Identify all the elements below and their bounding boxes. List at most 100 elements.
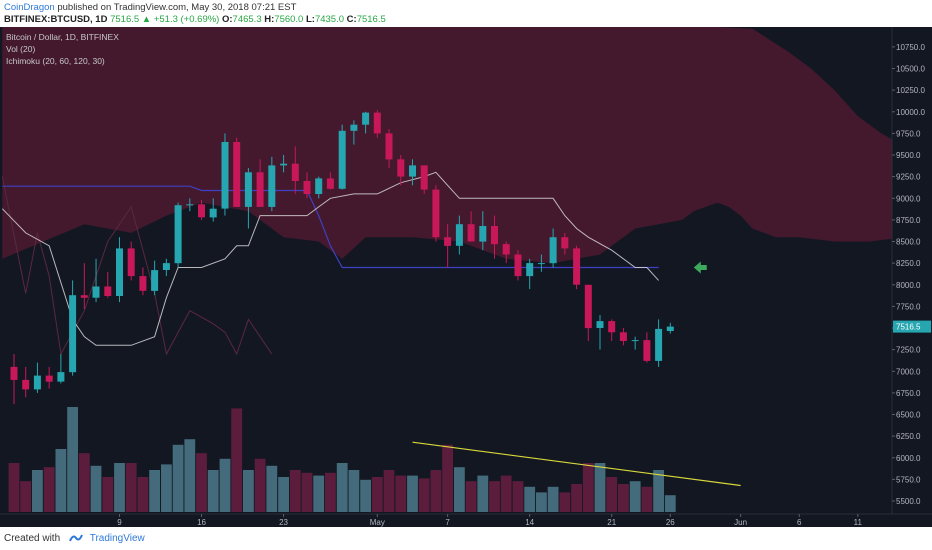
candle-body — [198, 204, 205, 218]
high-label: H: — [264, 14, 275, 25]
candle-body — [631, 340, 639, 342]
volume-bar — [512, 481, 524, 512]
price-axis-background — [892, 27, 932, 527]
price-tick-label: 6500.0 — [896, 411, 921, 420]
price-tick-label: 10750.0 — [896, 43, 925, 52]
candle-body — [584, 284, 592, 329]
candle-body — [57, 372, 65, 382]
volume-bar — [254, 458, 266, 512]
tradingview-brand[interactable]: TradingView — [89, 533, 145, 544]
candle-body — [268, 165, 276, 207]
symbol-ohlc-line: BITFINEX:BTCUSD, 1D 7516.5 ▲ +51.3 (+0.6… — [4, 14, 386, 25]
candles[interactable] — [10, 110, 674, 405]
candle-body — [174, 205, 182, 264]
legend-title: Bitcoin / Dollar, 1D, BITFINEX — [6, 32, 119, 42]
price-tick-label: 6750.0 — [896, 389, 921, 398]
last-price: 7516.5 — [110, 14, 140, 25]
volume-bar — [371, 477, 383, 512]
high-value: 7560.0 — [274, 14, 304, 25]
price-tick-label: 9250.0 — [896, 173, 921, 182]
tradingview-logo-icon — [69, 534, 83, 542]
candle-body — [338, 130, 346, 189]
created-with-text: Created with — [4, 533, 61, 544]
candle-body — [256, 172, 264, 207]
volume-bar — [137, 477, 149, 512]
time-axis[interactable]: 91623May7142126Jun61118 — [117, 514, 932, 527]
tenkan-line — [1, 171, 659, 346]
low-value: 7435.0 — [314, 14, 345, 25]
candle-body — [221, 142, 229, 209]
volume-bar — [78, 453, 90, 512]
candle-body — [526, 263, 534, 277]
volume-bar — [313, 475, 325, 512]
candle-body — [303, 181, 311, 194]
price-tick-label: 8250.0 — [896, 259, 921, 268]
volume-bar — [559, 492, 571, 512]
time-tick-label: 14 — [525, 518, 534, 527]
published-text: published on TradingView.com, May 30, 20… — [57, 2, 297, 13]
price-chart[interactable]: 5500.0 5750.0 6000.0 6250.0 6500.0 6750.0 7000… — [0, 27, 932, 527]
candle-body — [33, 375, 41, 390]
volume-bar — [125, 463, 137, 512]
symbol-label: BITFINEX:BTCUSD, 1D — [4, 14, 108, 25]
candle-body — [326, 178, 334, 189]
volume-bar — [149, 470, 160, 512]
time-tick-label: 16 — [197, 518, 206, 527]
volume-bar — [231, 408, 243, 512]
price-tick-label: 9750.0 — [896, 129, 921, 138]
candle-body — [432, 189, 440, 238]
volume-bar — [8, 463, 20, 512]
price-tick-label: 7000.0 — [896, 367, 921, 376]
volume-bar — [114, 463, 125, 512]
volume-bar — [336, 463, 348, 512]
volume-bar — [618, 484, 629, 512]
last-price-label: 7516.5 — [896, 323, 921, 332]
price-tick-label: 10500.0 — [896, 65, 925, 74]
last-price-badge — [893, 320, 931, 333]
candle-body — [619, 332, 627, 341]
price-tick-label: 10250.0 — [896, 86, 925, 95]
candle-body — [397, 159, 405, 177]
author-link[interactable]: CoinDragon — [4, 2, 55, 13]
candle-body — [596, 321, 604, 328]
volume-bar — [266, 465, 278, 512]
candle-body — [69, 295, 77, 373]
ichimoku-lines — [1, 171, 659, 356]
price-tick-label: 6250.0 — [896, 432, 921, 441]
candle-body — [455, 224, 463, 246]
candle-body — [514, 254, 522, 277]
volume-bar — [172, 444, 184, 512]
cloud-area — [2, 27, 932, 264]
volume-bar — [219, 458, 231, 512]
candle-body — [186, 204, 194, 206]
price-tick-label: 5750.0 — [896, 475, 921, 484]
candle-body — [549, 237, 557, 264]
time-tick-label: 11 — [854, 518, 863, 527]
candle-body — [502, 244, 510, 255]
candle-body — [444, 237, 452, 246]
candle-body — [666, 326, 674, 331]
volume-bar — [489, 481, 500, 512]
price-axis[interactable]: 5500.0 5750.0 6000.0 6250.0 6500.0 6750.0 7000… — [892, 43, 931, 506]
footer: Created with TradingView — [4, 533, 145, 544]
price-tick-label: 8000.0 — [896, 281, 921, 290]
candle-body — [608, 321, 616, 333]
volume-bar — [536, 492, 547, 512]
volume-bar — [477, 475, 489, 512]
open-label: O: — [221, 14, 233, 25]
candle-body — [362, 112, 370, 125]
price-tick-label: 8750.0 — [896, 216, 921, 225]
volume-bar — [289, 470, 301, 512]
time-tick-label: 26 — [666, 518, 675, 527]
candle-body — [385, 133, 393, 160]
kijun-line — [2, 185, 659, 269]
volume-bar — [325, 472, 336, 512]
candle-body — [315, 178, 323, 194]
legend-ichimoku: Ichimoku (20, 60, 120, 30) — [6, 56, 105, 66]
price-tick-label: 10000.0 — [896, 108, 925, 117]
volume-bar — [278, 477, 289, 512]
volume-bar — [465, 481, 477, 512]
time-tick-label: May — [370, 518, 385, 527]
up-triangle-icon: ▲ — [141, 14, 152, 25]
candle-body — [209, 208, 217, 218]
